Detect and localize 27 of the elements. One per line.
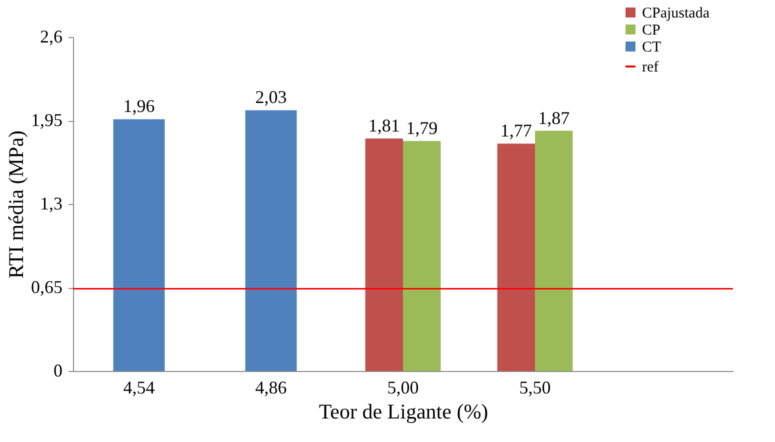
- y-tick-label: 0: [54, 360, 62, 380]
- bar: [535, 130, 573, 371]
- y-tick-label: 0,65: [31, 277, 62, 297]
- x-axis-title: Teor de Ligante (%): [318, 400, 488, 424]
- y-tick-label: 2,6: [40, 26, 62, 46]
- bar: [365, 138, 403, 371]
- x-tick-label: 5,00: [387, 378, 419, 398]
- y-tick-label: 1,95: [31, 110, 62, 130]
- x-tick-label: 4,86: [255, 378, 287, 398]
- bar: [497, 144, 535, 371]
- data-label: 1,87: [538, 108, 570, 128]
- x-tick-label: 5,50: [519, 378, 551, 398]
- legend-label: ref: [642, 60, 659, 76]
- y-axis-title: RTI média (MPa): [4, 130, 28, 279]
- bar: [245, 110, 297, 371]
- bar: [113, 119, 165, 371]
- bar: [403, 141, 441, 371]
- data-label: 1,81: [368, 115, 400, 136]
- x-tick-label: 4,54: [123, 378, 155, 398]
- legend-label: CPajustada: [642, 6, 710, 22]
- y-tick-label: 1,3: [40, 194, 62, 214]
- legend-label: CP: [642, 22, 660, 38]
- data-label: 1,77: [500, 120, 532, 141]
- data-label: 2,03: [255, 87, 287, 108]
- data-label: 1,79: [406, 118, 438, 138]
- legend-label: CT: [642, 40, 662, 56]
- data-label: 1,96: [123, 96, 155, 116]
